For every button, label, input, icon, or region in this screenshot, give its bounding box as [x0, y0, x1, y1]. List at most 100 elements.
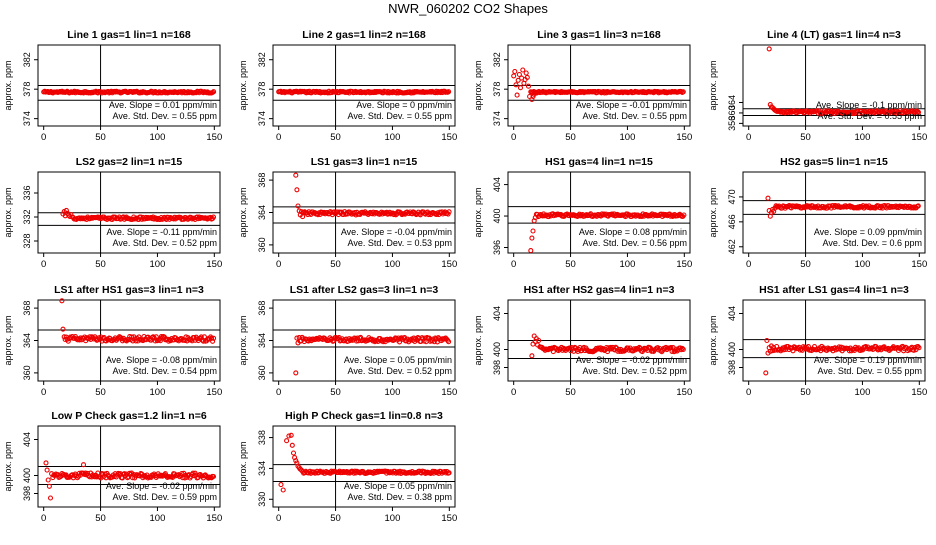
y-tick-label: 404: [492, 306, 502, 321]
y-tick-label: 360: [22, 365, 32, 380]
data-point: [784, 109, 790, 115]
x-tick-label: 100: [385, 132, 401, 143]
y-tick-label: 338: [257, 430, 267, 445]
data-point: [300, 468, 306, 475]
slope-annotation: Ave. Slope = 0.05 ppm/min: [344, 355, 452, 365]
subplot: Line 4 (LT) gas=1 lin=4 n=3 approx. ppm 0 5…: [708, 29, 927, 143]
data-point: [69, 214, 75, 220]
data-point: [514, 92, 520, 98]
x-tick-label: 150: [676, 387, 692, 398]
data-points: [511, 67, 686, 103]
y-tick-label: 466: [727, 214, 737, 229]
x-tick-label: 150: [911, 387, 927, 398]
data-point: [679, 345, 685, 351]
data-point: [763, 370, 769, 376]
data-point: [209, 335, 215, 341]
x-tick-label: 0: [41, 513, 46, 524]
panel-title: HS1 after HS2 gas=4 lin=1 n=3: [524, 284, 675, 296]
data-points: [293, 172, 452, 220]
y-tick-label: 470: [727, 189, 737, 204]
x-tick-label: 0: [511, 132, 516, 143]
data-point: [858, 347, 864, 353]
data-point: [532, 215, 538, 221]
x-tick-label: 50: [800, 259, 811, 270]
data-point: [915, 109, 922, 115]
data-point: [772, 205, 778, 211]
y-axis-label: approx. ppm: [238, 315, 248, 365]
plot-frame: [742, 171, 926, 254]
data-point: [286, 433, 292, 439]
data-point: [46, 483, 52, 489]
x-tick-label: 0: [41, 132, 46, 143]
data-point: [61, 334, 67, 340]
subplot: LS1 after LS2 gas=3 lin=1 n=3 approx. ppm…: [238, 284, 457, 398]
data-point: [680, 89, 686, 95]
data-point: [298, 209, 304, 215]
plot-frame: [742, 44, 926, 127]
data-point: [512, 68, 518, 75]
subplot: LS2 gas=2 lin=1 n=15 approx. ppm 0 50 100 150…: [3, 156, 222, 270]
data-point: [767, 348, 773, 354]
data-point: [347, 337, 353, 343]
data-point: [567, 345, 573, 351]
data-points: [528, 211, 687, 254]
data-point: [284, 438, 290, 444]
subplot: Line 3 gas=1 lin=3 n=168 approx. ppm 0 50 10…: [473, 29, 692, 143]
x-tick-label: 50: [330, 132, 341, 143]
data-point: [667, 213, 674, 219]
data-point: [681, 212, 687, 218]
data-point: [528, 248, 534, 254]
y-tick-label: 368: [22, 301, 32, 316]
y-tick-label: 330: [257, 492, 267, 507]
y-tick-label: 374: [257, 111, 267, 126]
panel-title: High P Check gas=1 lin=0.8 n=3: [285, 410, 443, 422]
x-tick-label: 150: [441, 513, 457, 524]
panel-title: LS1 after HS1 gas=3 lin=1 n=3: [54, 284, 204, 296]
y-tick-label: 364: [22, 333, 32, 348]
x-tick-label: 50: [330, 513, 341, 524]
data-point: [201, 334, 207, 340]
x-tick-label: 150: [676, 132, 692, 143]
data-point: [288, 432, 294, 438]
x-tick-label: 50: [95, 387, 106, 398]
data-point: [515, 77, 521, 83]
subplot: LS1 after HS1 gas=3 lin=1 n=3 approx. ppm…: [3, 284, 222, 398]
data-point: [312, 336, 319, 342]
data-points: [763, 337, 922, 376]
y-tick-label: 374: [22, 111, 32, 126]
data-point: [210, 338, 216, 344]
x-tick-label: 0: [276, 513, 281, 524]
x-tick-label: 150: [911, 259, 927, 270]
y-tick-label: 364: [257, 205, 267, 220]
std-dev-annotation: Ave. Std. Dev. = 0.55 ppm: [818, 366, 922, 376]
data-point: [43, 460, 49, 466]
std-dev-annotation: Ave. Std. Dev. = 0.55 ppm: [818, 111, 922, 121]
x-tick-label: 150: [911, 132, 927, 143]
y-axis-label: approx. ppm: [3, 187, 13, 237]
y-axis-label: approx. ppm: [238, 441, 248, 491]
x-tick-label: 100: [855, 387, 871, 398]
data-point: [396, 339, 403, 345]
data-point: [446, 339, 452, 345]
x-tick-label: 150: [441, 387, 457, 398]
data-point: [295, 203, 301, 209]
slope-annotation: Ave. Slope = 0.09 ppm/min: [814, 227, 922, 237]
panel-title: Line 2 gas=1 lin=2 n=168: [302, 29, 426, 41]
subplot: LS1 gas=3 lin=1 n=15 approx. ppm 0 50 100 150…: [238, 156, 457, 270]
panel-title: Line 3 gas=1 lin=3 n=168: [537, 29, 661, 41]
x-tick-label: 0: [511, 259, 516, 270]
y-tick-label: 360: [257, 365, 267, 380]
x-tick-label: 100: [385, 387, 401, 398]
std-dev-annotation: Ave. Std. Dev. = 0.53 ppm: [348, 238, 452, 248]
y-tick-label: 462: [727, 239, 737, 254]
data-point: [446, 470, 452, 476]
x-tick-label: 50: [565, 259, 576, 270]
data-points: [293, 334, 452, 376]
y-tick-label: 334: [257, 461, 267, 476]
y-tick-label: 396: [492, 240, 502, 255]
y-tick-label: 368: [257, 173, 267, 188]
data-point: [295, 340, 301, 346]
x-tick-label: 50: [95, 259, 106, 270]
y-axis-label: approx. ppm: [3, 441, 13, 491]
